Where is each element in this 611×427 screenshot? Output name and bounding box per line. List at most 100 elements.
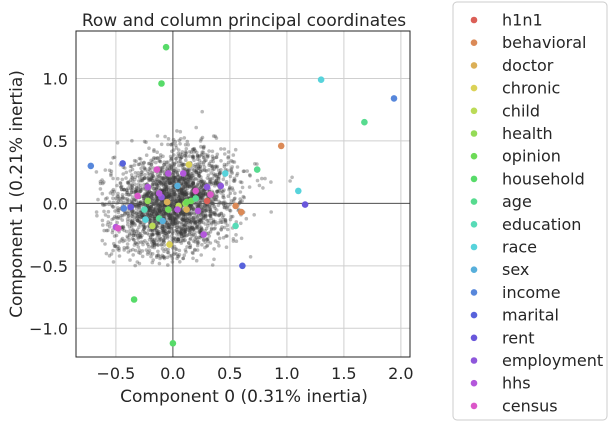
- row-point: [182, 136, 187, 140]
- row-point: [156, 183, 161, 188]
- row-point: [153, 179, 158, 184]
- row-point: [219, 191, 223, 195]
- row-point: [150, 238, 154, 242]
- row-point: [184, 213, 189, 217]
- row-point: [183, 177, 187, 182]
- row-point: [174, 212, 179, 217]
- row-point: [121, 172, 125, 176]
- row-point: [149, 219, 153, 223]
- row-point: [190, 205, 195, 210]
- row-point: [147, 248, 152, 253]
- point-race: [317, 76, 325, 83]
- row-point: [191, 184, 195, 189]
- row-point: [245, 169, 249, 173]
- row-point: [148, 165, 153, 170]
- row-point: [137, 162, 142, 167]
- row-point: [127, 214, 131, 218]
- row-point: [140, 178, 144, 182]
- row-point: [214, 164, 218, 168]
- row-point: [195, 150, 199, 155]
- row-point: [180, 195, 185, 200]
- row-point: [219, 147, 223, 151]
- row-point: [126, 198, 131, 202]
- row-point: [175, 229, 180, 234]
- row-point: [180, 210, 185, 215]
- row-point: [150, 208, 155, 213]
- row-point: [182, 218, 187, 222]
- row-point: [105, 222, 110, 227]
- x-tick-label: 1.5: [331, 364, 356, 383]
- row-point: [145, 176, 150, 180]
- row-point: [109, 169, 114, 174]
- row-point: [146, 161, 151, 166]
- row-point: [131, 221, 135, 225]
- row-point: [174, 225, 179, 229]
- row-point: [125, 180, 130, 185]
- row-point: [211, 212, 216, 216]
- row-point: [182, 223, 187, 228]
- row-point: [167, 178, 172, 182]
- row-point: [161, 188, 165, 192]
- row-point: [174, 157, 178, 161]
- row-point: [150, 160, 155, 164]
- row-point: [151, 209, 155, 214]
- row-point: [199, 178, 204, 182]
- row-point: [190, 174, 195, 178]
- row-point: [173, 221, 177, 226]
- row-point: [193, 221, 197, 226]
- row-point: [208, 181, 212, 185]
- row-point: [129, 178, 133, 182]
- row-point: [177, 232, 181, 236]
- row-point: [187, 212, 192, 217]
- row-point: [214, 178, 218, 183]
- row-point: [185, 139, 190, 144]
- row-point: [200, 186, 205, 190]
- row-point: [235, 165, 240, 169]
- row-point: [185, 169, 190, 174]
- row-point: [168, 218, 173, 223]
- row-point: [178, 129, 183, 134]
- row-point: [184, 158, 188, 162]
- legend-marker-race: [470, 243, 478, 251]
- legend-marker-sex: [470, 266, 478, 274]
- row-point: [172, 190, 177, 194]
- row-point: [106, 220, 110, 224]
- row-point: [216, 240, 220, 245]
- row-point: [200, 208, 205, 213]
- row-point: [194, 168, 198, 173]
- row-point: [152, 214, 157, 218]
- row-point: [198, 192, 203, 196]
- row-point: [116, 194, 120, 198]
- row-point: [190, 208, 194, 212]
- row-point: [167, 193, 172, 198]
- row-point: [183, 213, 188, 218]
- row-point: [206, 153, 210, 157]
- row-point: [167, 194, 172, 199]
- row-point: [132, 229, 136, 234]
- row-point: [132, 243, 137, 247]
- row-point: [201, 206, 206, 210]
- row-point: [186, 221, 191, 225]
- row-point: [178, 194, 183, 199]
- legend-label-age: age: [502, 192, 532, 211]
- row-point: [191, 176, 195, 180]
- row-point: [160, 224, 164, 228]
- row-point: [162, 178, 166, 183]
- row-point: [145, 193, 149, 198]
- row-point: [158, 210, 162, 214]
- row-point: [165, 220, 170, 225]
- row-point: [100, 238, 105, 243]
- row-point: [169, 217, 173, 221]
- row-point: [209, 216, 213, 221]
- row-point: [214, 165, 219, 170]
- row-point: [209, 209, 213, 213]
- row-point: [117, 254, 122, 258]
- row-point: [186, 142, 190, 147]
- row-point: [177, 174, 181, 178]
- row-point: [202, 155, 206, 160]
- row-point: [186, 172, 191, 176]
- row-point: [129, 186, 133, 191]
- row-point: [164, 189, 169, 194]
- row-point: [221, 235, 226, 240]
- legend-frame: [452, 1, 608, 421]
